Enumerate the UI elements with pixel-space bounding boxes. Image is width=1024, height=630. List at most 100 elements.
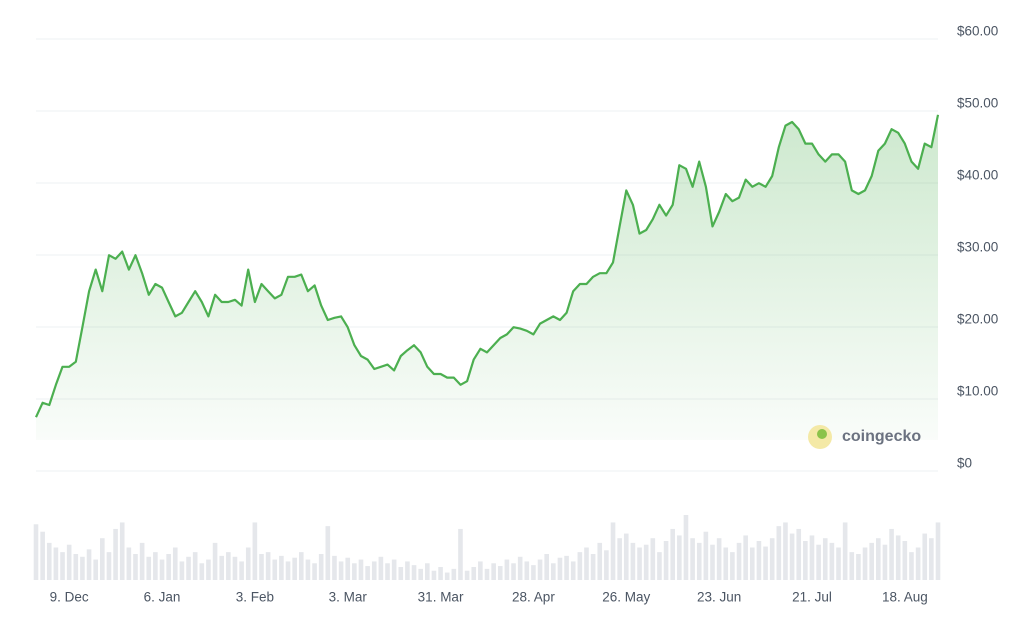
volume-bar — [239, 561, 244, 580]
volume-bar — [438, 567, 443, 580]
volume-bar — [46, 542, 52, 580]
volume-bar — [325, 526, 331, 580]
x-tick-label: 3. Mar — [329, 590, 368, 605]
volume-bar — [219, 555, 225, 580]
volume-bar — [862, 547, 868, 580]
volume-bar — [789, 533, 795, 580]
volume-bar — [584, 547, 589, 580]
volume-bar — [643, 544, 649, 580]
volume-bar — [345, 557, 351, 580]
volume-bar — [783, 522, 788, 580]
volume-bar — [186, 556, 191, 580]
volume-bar — [544, 554, 549, 580]
volume-bar — [796, 528, 802, 580]
volume-bar — [86, 549, 92, 580]
volume-bar — [126, 547, 132, 580]
volume-bar — [338, 561, 344, 580]
volume-bar — [690, 538, 695, 580]
volume-bar — [889, 528, 894, 580]
volume-bar — [497, 566, 503, 580]
volume-bar — [577, 552, 583, 580]
volume-bar — [199, 563, 205, 580]
price-area — [36, 114, 938, 441]
y-tick-label: $0 — [957, 456, 972, 471]
volume-bar — [531, 565, 536, 580]
volume-bar — [743, 535, 748, 580]
volume-bar — [471, 567, 477, 580]
volume-bar — [259, 554, 264, 580]
volume-bar — [385, 563, 390, 580]
volume-bar — [172, 547, 178, 580]
volume-bar — [113, 528, 118, 580]
volume-bar — [935, 522, 941, 580]
volume-bar — [272, 559, 278, 580]
volume-bar — [637, 547, 642, 580]
volume-bar — [836, 547, 841, 580]
volume-bar — [33, 524, 39, 580]
volume-bar — [192, 552, 198, 580]
volume-bar — [166, 554, 171, 580]
y-tick-label: $10.00 — [957, 384, 998, 399]
y-tick-label: $30.00 — [957, 240, 998, 255]
volume-bar — [822, 538, 828, 580]
volume-bar — [179, 561, 185, 580]
volume-bar — [478, 561, 483, 580]
volume-bar — [212, 542, 218, 580]
volume-bar — [398, 567, 404, 580]
x-tick-label: 31. Mar — [418, 590, 464, 605]
volume-bar — [106, 552, 112, 580]
volume-bar — [803, 541, 808, 580]
volume-bar — [915, 547, 921, 580]
volume-bar — [922, 533, 928, 580]
volume-bar — [683, 515, 689, 580]
volume-bar — [564, 555, 569, 580]
volume-bar — [232, 556, 238, 580]
x-tick-label: 23. Jun — [697, 590, 741, 605]
volume-bar — [657, 552, 662, 580]
volume-bar — [139, 542, 145, 580]
volume-bar — [730, 552, 735, 580]
volume-bar — [332, 555, 337, 580]
volume-bar — [597, 542, 603, 580]
volume-bar — [365, 566, 370, 580]
volume-bar — [876, 538, 881, 580]
volume-bar — [352, 563, 357, 580]
volume-bar — [590, 554, 596, 580]
volume-bar — [119, 522, 125, 580]
volume-bar — [458, 528, 463, 580]
volume-bar — [723, 547, 729, 580]
volume-bar — [100, 538, 105, 580]
volume-bar — [816, 544, 821, 580]
volume-bar — [285, 561, 291, 580]
y-tick-label: $40.00 — [957, 168, 998, 183]
x-tick-label: 28. Apr — [512, 590, 555, 605]
volume-bar — [66, 544, 72, 580]
volume-bar — [869, 542, 874, 580]
volume-bar — [537, 559, 543, 580]
volume-bar — [909, 552, 914, 580]
x-tick-label: 6. Jan — [144, 590, 181, 605]
volume-bar — [411, 565, 417, 580]
volume-bar — [710, 544, 715, 580]
watermark: coingecko — [808, 425, 921, 449]
volume-bar — [756, 541, 762, 580]
volume-bar — [809, 535, 815, 580]
volume-bar — [318, 554, 324, 580]
volume-bar — [623, 533, 629, 580]
volume-bar — [425, 563, 430, 580]
volume-bar — [226, 552, 231, 580]
volume-bar — [312, 563, 317, 580]
volume-bar — [133, 554, 138, 580]
volume-bar — [670, 528, 676, 580]
y-tick-label: $50.00 — [957, 96, 998, 111]
volume-bar — [265, 552, 271, 580]
watermark-icon — [817, 429, 827, 439]
volume-bar — [557, 557, 563, 580]
volume-bar — [358, 559, 364, 580]
watermark-text: coingecko — [842, 428, 921, 445]
x-tick-label: 21. Jul — [792, 590, 832, 605]
x-tick-label: 26. May — [602, 590, 650, 605]
volume-bar — [902, 541, 908, 580]
y-tick-label: $60.00 — [957, 24, 998, 39]
